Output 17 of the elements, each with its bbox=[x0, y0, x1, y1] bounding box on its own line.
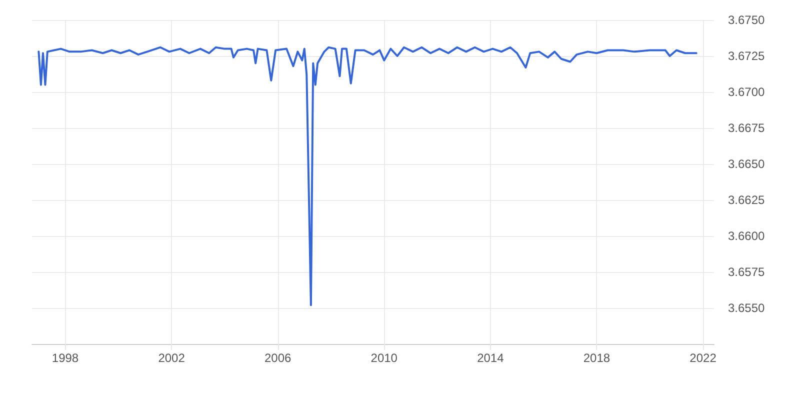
y-tick-label: 3.6550 bbox=[728, 301, 766, 315]
y-tick-label: 3.6600 bbox=[728, 229, 766, 243]
y-tick-label: 3.6725 bbox=[728, 49, 766, 63]
x-tick-label: 1998 bbox=[52, 351, 79, 365]
y-tick-label: 3.6700 bbox=[728, 85, 766, 99]
x-tick-label: 2010 bbox=[370, 351, 398, 365]
y-tick-label: 3.6625 bbox=[728, 193, 766, 207]
x-tick-label: 2014 bbox=[477, 351, 504, 365]
y-tick-label: 3.6650 bbox=[728, 157, 766, 171]
line-series bbox=[38, 46, 698, 306]
y-tick-label: 3.6675 bbox=[728, 121, 766, 135]
y-tick-label: 3.6750 bbox=[728, 13, 766, 27]
x-tick-label: 2022 bbox=[690, 351, 717, 365]
x-tick-label: 2002 bbox=[158, 351, 186, 365]
x-tick-label: 2018 bbox=[583, 351, 610, 365]
y-tick-label: 3.6575 bbox=[728, 265, 766, 279]
x-tick-label: 2006 bbox=[264, 351, 292, 365]
